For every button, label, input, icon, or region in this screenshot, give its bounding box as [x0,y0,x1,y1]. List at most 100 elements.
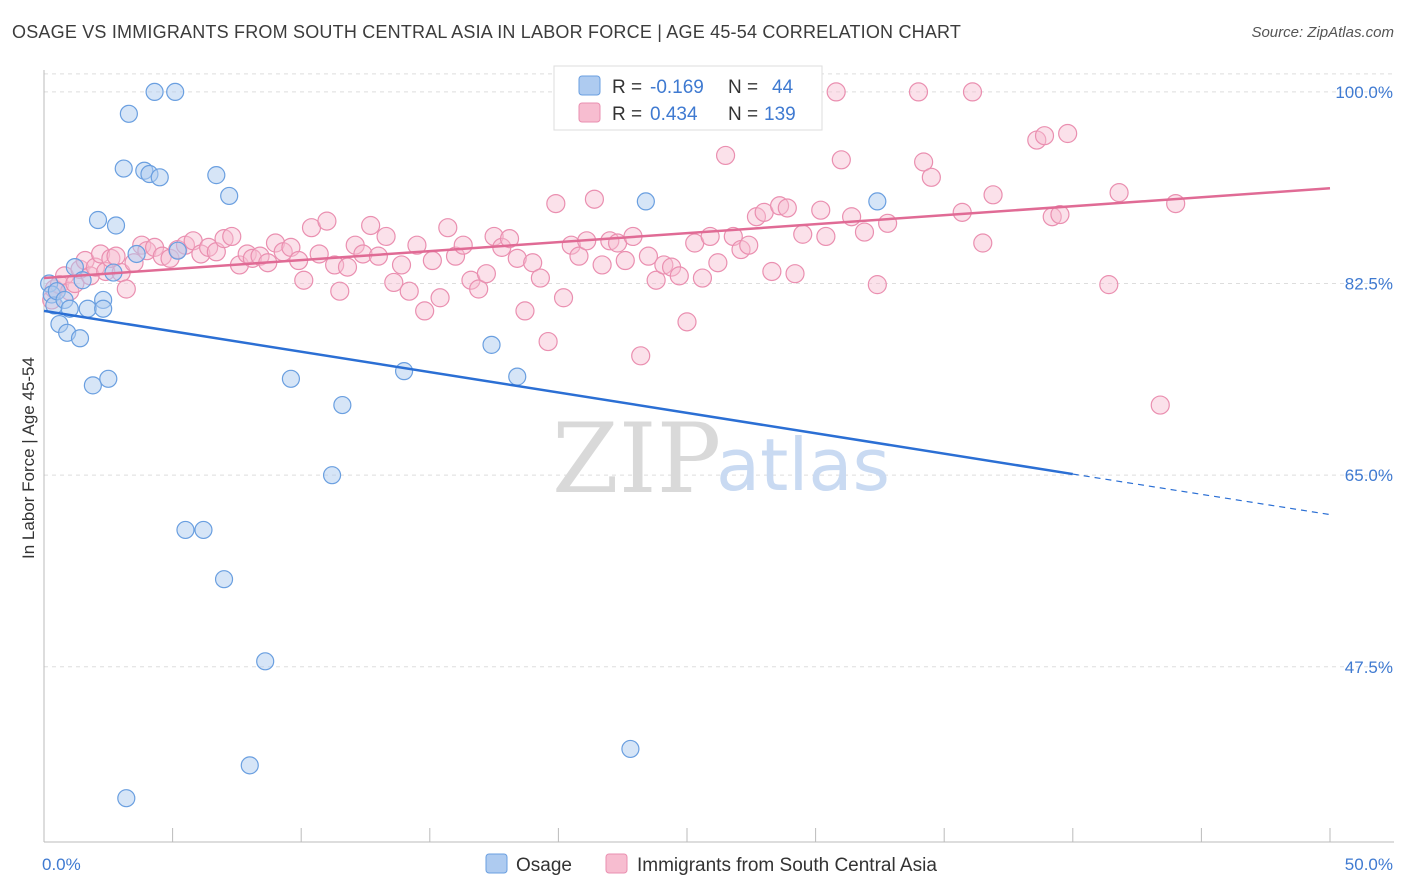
x-tick-label: 0.0% [42,855,81,874]
osage-point [256,652,275,671]
asia-point [422,250,442,271]
osage-point [482,335,501,354]
asia-point [453,235,473,255]
asia-point [337,257,358,277]
asia-point [214,229,234,249]
legend-bottom: Osage Immigrants from South Central Asia [485,853,937,876]
asia-point [250,246,270,266]
asia-point [1050,204,1070,225]
osage-point [106,216,126,235]
asia-point [538,331,558,352]
asia-point [430,288,450,308]
x-tick-labels: 0.0% 50.0% [42,855,1393,874]
asia-point [785,264,805,284]
watermark-atlas: atlas [716,423,890,507]
y-tick-label: 100.0% [1335,83,1393,102]
osage-point [176,520,195,540]
asia-point [330,281,350,301]
osage-point [636,192,655,211]
asia-point [854,222,875,242]
asia-point [530,268,550,288]
legend-asia-r-value: 0.434 [650,104,698,125]
osage-point [83,376,102,395]
asia-point [438,218,458,238]
watermark-zip: ZIP [552,403,721,515]
asia-point [499,229,520,249]
osage-point [150,168,169,187]
legend-bottom-osage-swatch [485,853,508,874]
chart-title: OSAGE VS IMMIGRANTS FROM SOUTH CENTRAL A… [12,22,962,42]
osage-point [394,362,414,381]
series-osage-points [40,82,887,808]
legend-asia-n-value: 139 [764,104,796,125]
asia-point [638,246,659,266]
y-axis-title: In Labor Force | Age 45-54 [19,357,38,559]
asia-point [962,82,983,102]
legend-bottom-asia-swatch [605,853,628,874]
osage-point [119,104,138,123]
asia-point [376,226,396,247]
legend-asia-n-label: N = [728,104,758,125]
osage-point [214,570,234,589]
legend-osage-r-value: -0.169 [650,77,704,98]
asia-point [762,261,782,282]
asia-point [469,279,489,299]
asia-point [983,185,1003,205]
asia-point [222,226,242,247]
asia-point [615,250,635,271]
legend-bottom-asia-label: Immigrants from South Central Asia [637,855,937,876]
asia-point [715,145,736,166]
source-label: Source: ZipAtlas.com [1251,24,1394,41]
asia-point [708,253,728,273]
trendline-osage [43,309,1073,476]
asia-point [816,226,836,247]
asia-point [507,248,527,268]
asia-point [1109,183,1129,203]
asia-point [811,200,831,220]
asia-point [739,235,759,255]
trendline-asia [43,187,1331,280]
asia-point [646,270,666,290]
asia-point [399,281,419,301]
trendline-osage-extension [1072,473,1331,516]
asia-point [515,301,535,321]
asia-point [973,233,993,253]
osage-point [240,756,259,775]
osage-point [114,159,133,178]
asia-point [692,268,713,288]
asia-point [1150,395,1170,415]
asia-point [407,235,427,255]
osage-point [88,210,108,230]
asia-point [921,167,941,187]
watermark: ZIP atlas [552,403,890,515]
asia-point [523,253,543,273]
osage-point [207,166,226,185]
asia-point [584,189,605,209]
osage-point [117,789,136,808]
asia-point [384,272,404,293]
asia-point [592,255,612,275]
asia-point [826,82,846,102]
y-tick-label: 82.5% [1345,275,1393,294]
asia-point [569,246,589,266]
osage-point [333,395,352,415]
asia-point [831,150,851,170]
asia-point [914,152,934,172]
asia-point [793,224,813,244]
osage-point [194,520,213,540]
legend-osage-swatch [578,75,601,96]
axes [43,70,1394,843]
asia-point [1058,123,1078,144]
asia-point [191,244,211,264]
series-asia-points [42,82,1186,415]
osage-point [99,369,118,388]
asia-point [90,244,111,264]
asia-point [1034,126,1055,146]
asia-point [546,193,566,214]
legend-asia-r-label: R = [612,104,642,125]
asia-point [878,213,898,233]
legend-osage-r-label: R = [612,77,642,98]
asia-point [631,346,651,366]
osage-point [145,82,164,102]
asia-point [391,255,412,275]
